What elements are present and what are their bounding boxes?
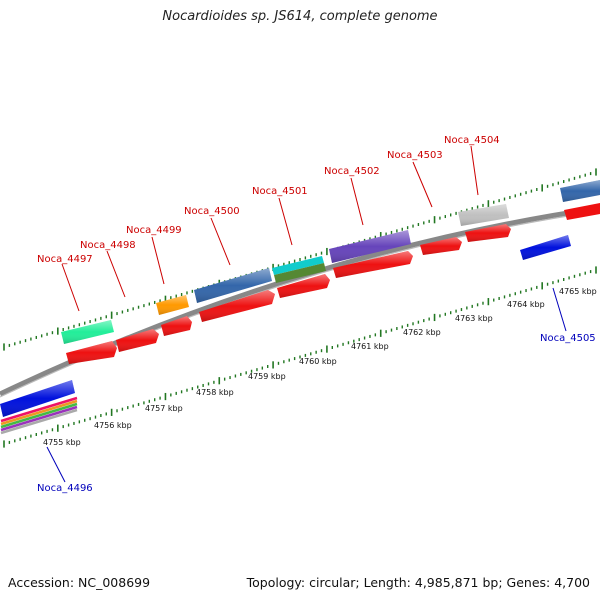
feature-stripes xyxy=(0,396,78,435)
reverse-cds-bar[interactable] xyxy=(0,380,75,417)
scale-label: 4761 kbp xyxy=(351,342,389,351)
feature-bars[interactable] xyxy=(61,180,600,344)
gene-label-noca-4503[interactable]: Noca_4503 xyxy=(387,150,443,161)
scale-label: 4756 kbp xyxy=(94,421,132,430)
accession-text: Accession: NC_008699 xyxy=(8,575,151,590)
map-title: Nocardioides sp. JS614, complete genome xyxy=(162,9,438,24)
gene-label-noca-4505[interactable]: Noca_4505 xyxy=(540,333,596,344)
gene-label-noca-4498[interactable]: Noca_4498 xyxy=(80,240,136,251)
scale-label: 4765 kbp xyxy=(559,287,597,296)
gene-label-noca-4504[interactable]: Noca_4504 xyxy=(444,135,500,146)
scale-labels: 4755 kbp 4756 kbp 4757 kbp 4758 kbp 4759… xyxy=(43,287,597,447)
genome-summary-text: Topology: circular; Length: 4,985,871 bp… xyxy=(246,575,590,590)
scale-label: 4763 kbp xyxy=(455,314,493,323)
gene-label-noca-4499[interactable]: Noca_4499 xyxy=(126,225,182,236)
gene-label-noca-4502[interactable]: Noca_4502 xyxy=(324,166,380,177)
gene-label-noca-4501[interactable]: Noca_4501 xyxy=(252,186,308,197)
gene-label-noca-4496[interactable]: Noca_4496 xyxy=(37,483,93,494)
scale-label: 4760 kbp xyxy=(299,357,337,366)
scale-label: 4764 kbp xyxy=(507,300,545,309)
reverse-gene-labels[interactable]: Noca_4496 Noca_4505 xyxy=(37,287,596,494)
scale-label: 4755 kbp xyxy=(43,438,81,447)
scale-tick-row xyxy=(3,266,597,448)
feature-bars-gloss xyxy=(61,180,600,364)
gene-label-noca-4500[interactable]: Noca_4500 xyxy=(184,206,240,217)
reverse-cds-bar[interactable] xyxy=(520,235,571,260)
scale-label: 4759 kbp xyxy=(248,372,286,381)
gene-label-noca-4497[interactable]: Noca_4497 xyxy=(37,254,93,265)
scale-label: 4762 kbp xyxy=(403,328,441,337)
scale-label: 4757 kbp xyxy=(145,404,183,413)
scale-label: 4758 kbp xyxy=(196,388,234,397)
forward-gene-labels[interactable]: Noca_4497 Noca_4498 Noca_4499 Noca_4500 … xyxy=(37,135,500,312)
